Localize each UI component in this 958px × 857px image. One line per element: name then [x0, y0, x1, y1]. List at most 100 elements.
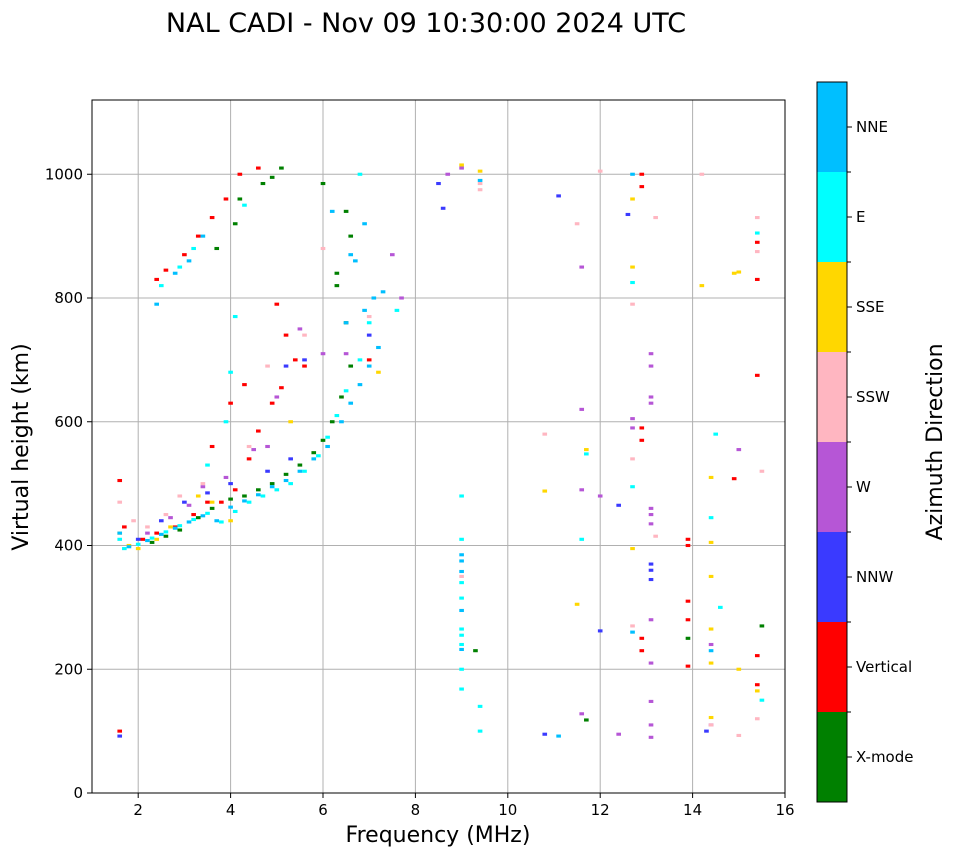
data-point: [754, 250, 760, 254]
data-point: [256, 493, 261, 497]
data-point: [648, 352, 654, 356]
data-point: [708, 715, 714, 720]
data-point: [334, 414, 340, 418]
data-point: [163, 513, 169, 517]
data-point: [648, 577, 654, 582]
data-point: [320, 438, 326, 442]
x-tick-label: 10: [498, 801, 517, 819]
data-point: [366, 315, 372, 319]
data-point: [584, 718, 589, 722]
data-point: [214, 246, 220, 251]
y-tick-label: 800: [54, 289, 83, 307]
data-point: [736, 448, 742, 452]
data-point: [343, 209, 349, 213]
data-point: [117, 478, 123, 483]
data-point: [630, 457, 635, 461]
data-point: [329, 209, 335, 213]
data-point: [242, 494, 247, 498]
data-point: [117, 537, 123, 541]
data-point: [584, 452, 589, 456]
data-point: [648, 401, 654, 405]
data-point: [269, 401, 275, 405]
data-point: [237, 197, 243, 201]
data-point: [556, 194, 561, 198]
data-point: [754, 277, 760, 281]
data-point: [256, 488, 261, 492]
data-point: [579, 488, 585, 492]
data-point: [269, 485, 275, 489]
data-point: [339, 420, 344, 424]
data-point: [191, 246, 196, 251]
data-point: [228, 482, 233, 486]
data-point: [228, 505, 233, 509]
data-point: [754, 717, 760, 721]
data-point: [459, 163, 464, 167]
data-point: [477, 704, 483, 708]
data-point: [205, 491, 210, 495]
data-point: [459, 559, 464, 563]
data-point: [232, 509, 238, 514]
colorbar-segment: [817, 172, 847, 262]
data-point: [459, 633, 464, 637]
data-point: [477, 178, 483, 182]
data-point: [343, 352, 349, 356]
data-point: [288, 482, 293, 486]
data-point: [685, 664, 691, 668]
data-point: [219, 520, 224, 524]
data-point: [459, 687, 464, 691]
data-point: [708, 661, 714, 665]
data-point: [754, 373, 760, 377]
data-point: [473, 649, 478, 653]
data-point: [320, 246, 326, 251]
data-point: [246, 444, 252, 449]
data-point: [704, 729, 709, 733]
data-point: [135, 542, 141, 546]
colorbar-segment: [817, 622, 847, 712]
data-point: [376, 370, 381, 374]
data-point: [459, 494, 464, 498]
data-point: [630, 172, 635, 176]
data-point: [320, 352, 326, 356]
data-point: [117, 500, 123, 504]
y-tick-label: 0: [73, 784, 83, 802]
data-point: [616, 732, 621, 736]
data-point: [242, 203, 247, 207]
data-point: [158, 519, 164, 523]
data-point: [366, 358, 372, 362]
data-point: [362, 308, 367, 312]
data-point: [158, 284, 164, 288]
data-point: [357, 358, 363, 362]
data-point: [754, 240, 760, 244]
data-point: [154, 302, 159, 306]
data-point: [158, 532, 164, 536]
data-point: [708, 540, 714, 544]
colorbar-tick-label: X-mode: [856, 748, 913, 766]
series-nnw: [117, 181, 709, 738]
data-point: [754, 683, 760, 687]
data-point: [302, 364, 307, 368]
data-point: [708, 574, 714, 578]
data-point: [648, 562, 654, 566]
data-point: [209, 500, 215, 504]
data-point: [459, 166, 464, 170]
data-point: [759, 624, 765, 628]
series-w: [145, 166, 742, 739]
data-point: [339, 395, 344, 399]
data-point: [639, 185, 645, 189]
colorbar-tick-label: NNE: [856, 118, 888, 136]
data-point: [260, 494, 266, 498]
data-point: [648, 699, 654, 703]
data-point: [440, 206, 446, 210]
data-point: [459, 647, 464, 651]
data-point: [648, 506, 654, 510]
data-point: [731, 271, 737, 275]
y-tick-label: 200: [54, 660, 83, 678]
data-point: [708, 516, 714, 520]
data-point: [168, 516, 173, 520]
data-point: [269, 175, 275, 179]
series-sse: [117, 163, 760, 720]
data-point: [232, 315, 238, 319]
data-point: [279, 166, 284, 170]
data-point: [699, 172, 705, 176]
data-point: [477, 181, 483, 186]
